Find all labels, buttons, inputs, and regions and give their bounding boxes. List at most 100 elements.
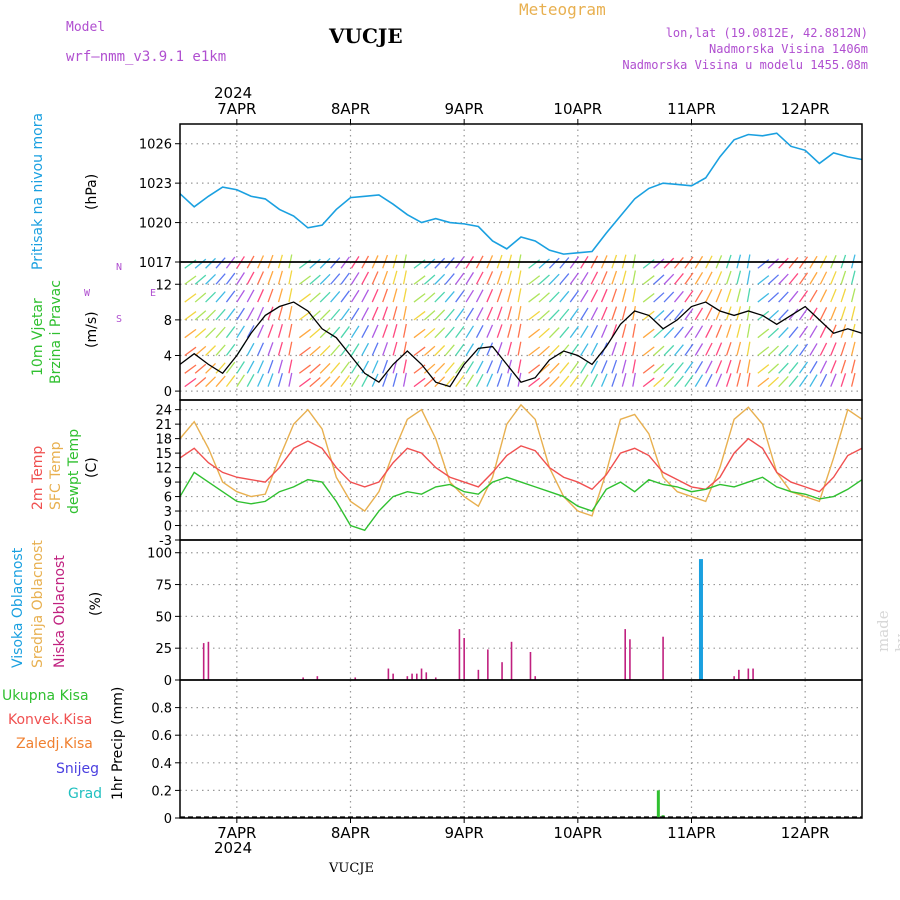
cloud-bar-2-16 (487, 649, 489, 680)
wind-barb-209 (455, 361, 465, 374)
wind-barb-379 (673, 326, 684, 339)
cloud-bar-2-6 (392, 673, 394, 680)
wind-barb-141 (361, 289, 370, 303)
wind-barb-332 (611, 306, 618, 321)
wind-barb-131 (350, 325, 360, 339)
wind-barb-101 (309, 292, 321, 303)
precip-bar-0-0 (656, 790, 660, 818)
wind-barb-443 (757, 328, 770, 339)
wind-barb-250 (507, 341, 513, 356)
wind-barb-491 (819, 324, 828, 338)
wind-barb-321 (600, 360, 608, 374)
wind-barb-277 (538, 292, 550, 303)
wind-barb-472 (798, 374, 809, 388)
wind-barb-360 (653, 376, 665, 388)
wind-barb-448 (767, 376, 780, 388)
wind-barb-124 (340, 308, 350, 321)
wind-barb-72 (277, 373, 283, 387)
wind-barb-464 (788, 375, 799, 388)
wind-barb-404 (705, 307, 713, 321)
wind-barb-295 (559, 257, 570, 269)
wind-barb-8 (194, 377, 207, 388)
wind-barb-429 (736, 288, 742, 303)
wind-barb-413 (715, 288, 723, 303)
wind-barb-56 (257, 373, 265, 387)
model-name: wrf—nmm_v3.9.1 e1km (66, 49, 227, 65)
legend-graupel: Grad (68, 786, 103, 802)
wind-barb-397 (694, 289, 704, 303)
precip-ytick-label-4: 0.8 (151, 702, 172, 717)
wind-barb-410 (715, 342, 723, 356)
wind-barb-435 (746, 323, 751, 338)
wind-barb-25 (215, 362, 226, 374)
top-xtick-label-1: 8APR (331, 100, 370, 118)
cloud-bar-2-5 (387, 668, 390, 680)
wind-barb-377 (673, 362, 684, 374)
wind-barb-160 (392, 372, 398, 387)
wind-barb-134 (350, 272, 360, 285)
wind-barb-442 (757, 346, 770, 356)
wind-barb-259 (517, 323, 522, 338)
wind-barb-518 (850, 270, 856, 285)
wind-barb-110 (319, 273, 331, 285)
wind-barb-57 (257, 360, 265, 374)
pressure-ytick-label-0: 1017 (139, 256, 172, 271)
wind-barb-132 (350, 307, 360, 321)
wind-barb-299 (569, 325, 579, 339)
wind-barb-4 (184, 311, 197, 321)
wind-speed-line (179, 301, 863, 388)
wind-barb-172 (402, 306, 407, 320)
wind-barb-406 (705, 271, 713, 285)
wind-barb-467 (788, 326, 799, 339)
wind-barb-363 (653, 327, 665, 339)
wind-barb-458 (778, 344, 789, 356)
wind-barb-428 (736, 306, 742, 321)
wind-barb-69 (267, 288, 274, 303)
wind-barb-349 (632, 288, 636, 303)
wind-barb-465 (788, 362, 799, 374)
wind-barb-228 (475, 307, 484, 321)
wind-barb-61 (257, 289, 265, 303)
wind-barb-289 (559, 362, 570, 374)
wind-barb-272 (538, 376, 550, 388)
wind-barb-336 (621, 372, 627, 387)
wind-barb-268 (528, 310, 541, 321)
wind-barb-344 (632, 372, 636, 387)
wind-barb-121 (340, 361, 350, 374)
wind-barb-408 (715, 373, 723, 387)
wind-barb-94 (298, 275, 311, 285)
bottom-year-label: 2024 (214, 839, 253, 857)
wind-barb-297 (569, 361, 579, 374)
wind-barb-502 (830, 271, 837, 285)
cloud-bar-2-20 (534, 676, 537, 680)
wind-barb-194 (434, 345, 446, 356)
wind-barb-306 (580, 343, 589, 356)
wind-barb-326 (600, 271, 608, 285)
wind-barb-75 (277, 324, 283, 338)
wind-barb-35 (225, 326, 236, 339)
wind-barb-188 (423, 310, 436, 321)
wind-barb-350 (632, 270, 636, 285)
cloud-bar-2-19 (529, 652, 532, 680)
cloud-bar-2-11 (425, 672, 428, 680)
wind-barb-201 (444, 362, 455, 374)
wind-barb-316 (590, 307, 599, 321)
wind-barb-389 (684, 290, 694, 303)
wind-barb-469 (788, 290, 799, 303)
top-xtick-label-5: 12APR (781, 100, 830, 118)
wind-barb-425 (736, 359, 742, 374)
wind-barb-481 (809, 360, 818, 374)
wind-barb-486 (809, 271, 818, 285)
wind-barb-217 (465, 361, 475, 374)
wind-barb-41 (236, 361, 245, 374)
wind-barb-483 (809, 325, 818, 339)
cloud-ytick-label-4: 100 (147, 547, 172, 562)
cloud-bar-2-1 (207, 641, 210, 680)
wind-barb-253 (507, 288, 513, 303)
wind-barb-328 (611, 373, 618, 387)
wind-barb-358 (642, 275, 655, 285)
cloud-bar-2-24 (733, 676, 735, 680)
wind-barb-234 (486, 342, 494, 356)
cloud-bar-2-9 (416, 673, 418, 680)
cloud-bar-2-26 (747, 668, 750, 680)
